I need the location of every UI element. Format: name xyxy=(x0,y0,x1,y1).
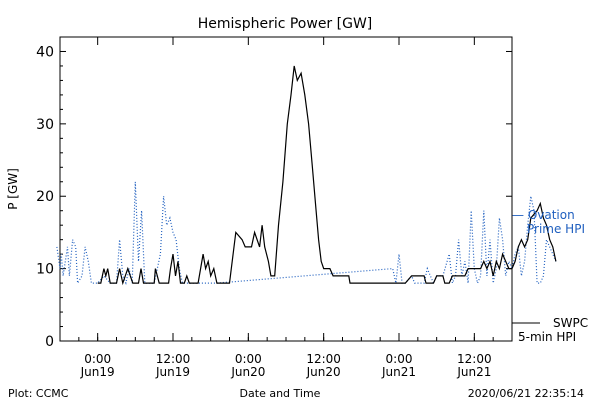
y-tick-label: 10 xyxy=(36,262,54,278)
x-tick-label-time: 12:00 xyxy=(306,352,341,366)
footer-plot-credit: Plot: CCMC xyxy=(8,387,69,400)
footer-timestamp: 2020/06/21 22:35:14 xyxy=(468,387,584,400)
y-tick-label: 30 xyxy=(36,117,54,133)
x-tick-label-time: 12:00 xyxy=(457,352,492,366)
x-tick-label-date: Jun19 xyxy=(80,365,115,379)
y-axis-label: P [GW] xyxy=(6,168,20,210)
y-tick-label: 20 xyxy=(36,189,54,205)
x-tick-label-date: Jun21 xyxy=(381,365,416,379)
x-tick-label-time: 12:00 xyxy=(156,352,191,366)
legend-ovation-line2: Prime HPI xyxy=(527,222,585,236)
y-tick-label: 40 xyxy=(36,44,54,60)
y-tick-label: 0 xyxy=(45,334,54,350)
chart-title: Hemispheric Power [GW] xyxy=(198,16,373,32)
legend-ovation-line1: — Ovation xyxy=(512,208,575,222)
x-tick-label-date: Jun20 xyxy=(306,365,341,379)
x-tick-label-time: 0:00 xyxy=(235,352,262,366)
series-swpc-hpi-line xyxy=(97,65,557,286)
x-tick-label-time: 0:00 xyxy=(84,352,111,366)
x-axis-label: Date and Time xyxy=(240,387,321,400)
legend-swpc-line2: 5-min HPI xyxy=(518,330,576,344)
legend-swpc-line1: SWPC xyxy=(553,316,588,330)
plot-area xyxy=(59,36,513,342)
x-tick-label-date: Jun19 xyxy=(155,365,190,379)
x-tick-label-date: Jun20 xyxy=(230,365,265,379)
x-tick-label-time: 0:00 xyxy=(386,352,413,366)
x-tick-label-date: Jun21 xyxy=(456,365,491,379)
